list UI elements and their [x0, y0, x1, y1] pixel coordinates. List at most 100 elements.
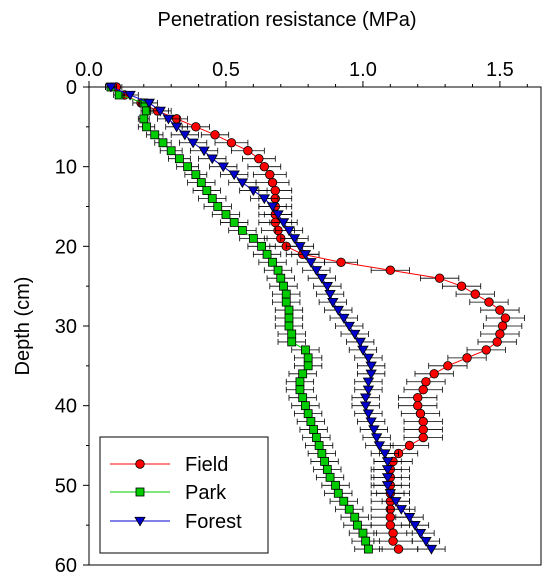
data-point: [316, 274, 328, 284]
data-point: [418, 432, 428, 443]
data-point: [301, 345, 310, 355]
data-point: [226, 138, 237, 148]
data-point: [393, 544, 404, 554]
data-point: [325, 472, 335, 482]
data-point: [425, 544, 438, 555]
data-point: [265, 169, 275, 180]
data-point: [497, 321, 508, 331]
data-point: [279, 281, 288, 291]
data-point: [343, 321, 355, 332]
data-point: [124, 90, 136, 101]
data-point: [298, 393, 308, 403]
data-point: [258, 194, 271, 205]
data-point: [179, 130, 191, 141]
data-point: [409, 521, 421, 531]
data-point: [418, 385, 428, 395]
data-point: [390, 497, 402, 507]
data-point: [484, 297, 494, 307]
data-point: [301, 401, 310, 411]
data-point: [299, 250, 312, 260]
y-tick-label: 60: [55, 555, 77, 573]
data-point: [415, 408, 426, 419]
data-point: [395, 505, 407, 515]
data-point: [303, 353, 313, 363]
data-point: [287, 337, 297, 347]
legend-label: Park: [185, 482, 227, 504]
data-point: [202, 186, 212, 195]
y-axis-title: Depth (cm): [12, 277, 34, 376]
data-point: [359, 393, 372, 404]
data-point: [495, 329, 505, 339]
data-point: [247, 186, 260, 197]
data-point: [236, 178, 249, 189]
data-point: [385, 520, 396, 530]
data-point: [158, 138, 168, 148]
data-point: [257, 241, 266, 251]
x-tick-label: 0.5: [212, 59, 240, 81]
legend-marker: [135, 459, 145, 469]
data-point: [206, 154, 218, 165]
data-point: [303, 409, 313, 419]
data-point: [170, 122, 183, 133]
data-point: [105, 82, 117, 93]
data-point: [443, 361, 453, 371]
data-point: [311, 433, 321, 442]
data-point: [434, 273, 445, 283]
data-point: [388, 528, 398, 538]
data-point: [321, 282, 334, 292]
data-point: [262, 249, 272, 259]
data-point: [238, 225, 247, 235]
data-point: [162, 114, 175, 125]
data-point: [198, 146, 210, 157]
data-point: [362, 377, 375, 388]
series-forest: [105, 82, 446, 555]
data-point: [456, 281, 467, 291]
data-point: [139, 114, 149, 124]
data-point: [358, 528, 368, 538]
data-point: [298, 369, 308, 379]
data-point: [354, 337, 366, 348]
data-point: [305, 258, 317, 268]
data-point: [492, 337, 502, 347]
data-point: [284, 321, 294, 331]
data-point: [373, 441, 386, 452]
data-point: [276, 273, 286, 283]
data-point: [404, 440, 415, 451]
data-point: [364, 544, 373, 554]
y-tick-label: 20: [55, 236, 77, 258]
x-tick-label: 0.0: [75, 59, 103, 81]
legend-label: Forest: [185, 511, 242, 533]
markers-forest: [105, 82, 438, 555]
data-point: [333, 488, 343, 498]
data-point: [267, 177, 278, 188]
data-point: [418, 424, 428, 435]
data-point: [213, 202, 223, 211]
data-point: [183, 162, 193, 172]
data-point: [353, 520, 362, 530]
legend-marker: [134, 516, 146, 527]
x-tick-label: 1.0: [349, 59, 377, 81]
data-point: [210, 130, 220, 140]
data-point: [338, 313, 350, 324]
data-point: [317, 449, 327, 458]
data-point: [228, 170, 240, 181]
data-point: [187, 138, 199, 149]
data-point: [287, 329, 297, 339]
data-point: [272, 210, 284, 221]
data-point: [359, 401, 372, 412]
data-point: [429, 369, 439, 379]
data-point: [361, 536, 371, 546]
x-axis: 0.0 0.5 1.0 1.5: [75, 59, 528, 87]
data-point: [243, 146, 253, 156]
data-point: [414, 528, 427, 539]
data-point: [349, 329, 361, 340]
y-tick-label: 0: [66, 77, 77, 99]
data-point: [273, 265, 283, 275]
data-point: [254, 153, 264, 164]
data-point: [381, 465, 394, 475]
series-layer: [105, 82, 525, 555]
data-point: [481, 345, 491, 355]
data-point: [388, 536, 398, 546]
data-point: [370, 433, 383, 444]
